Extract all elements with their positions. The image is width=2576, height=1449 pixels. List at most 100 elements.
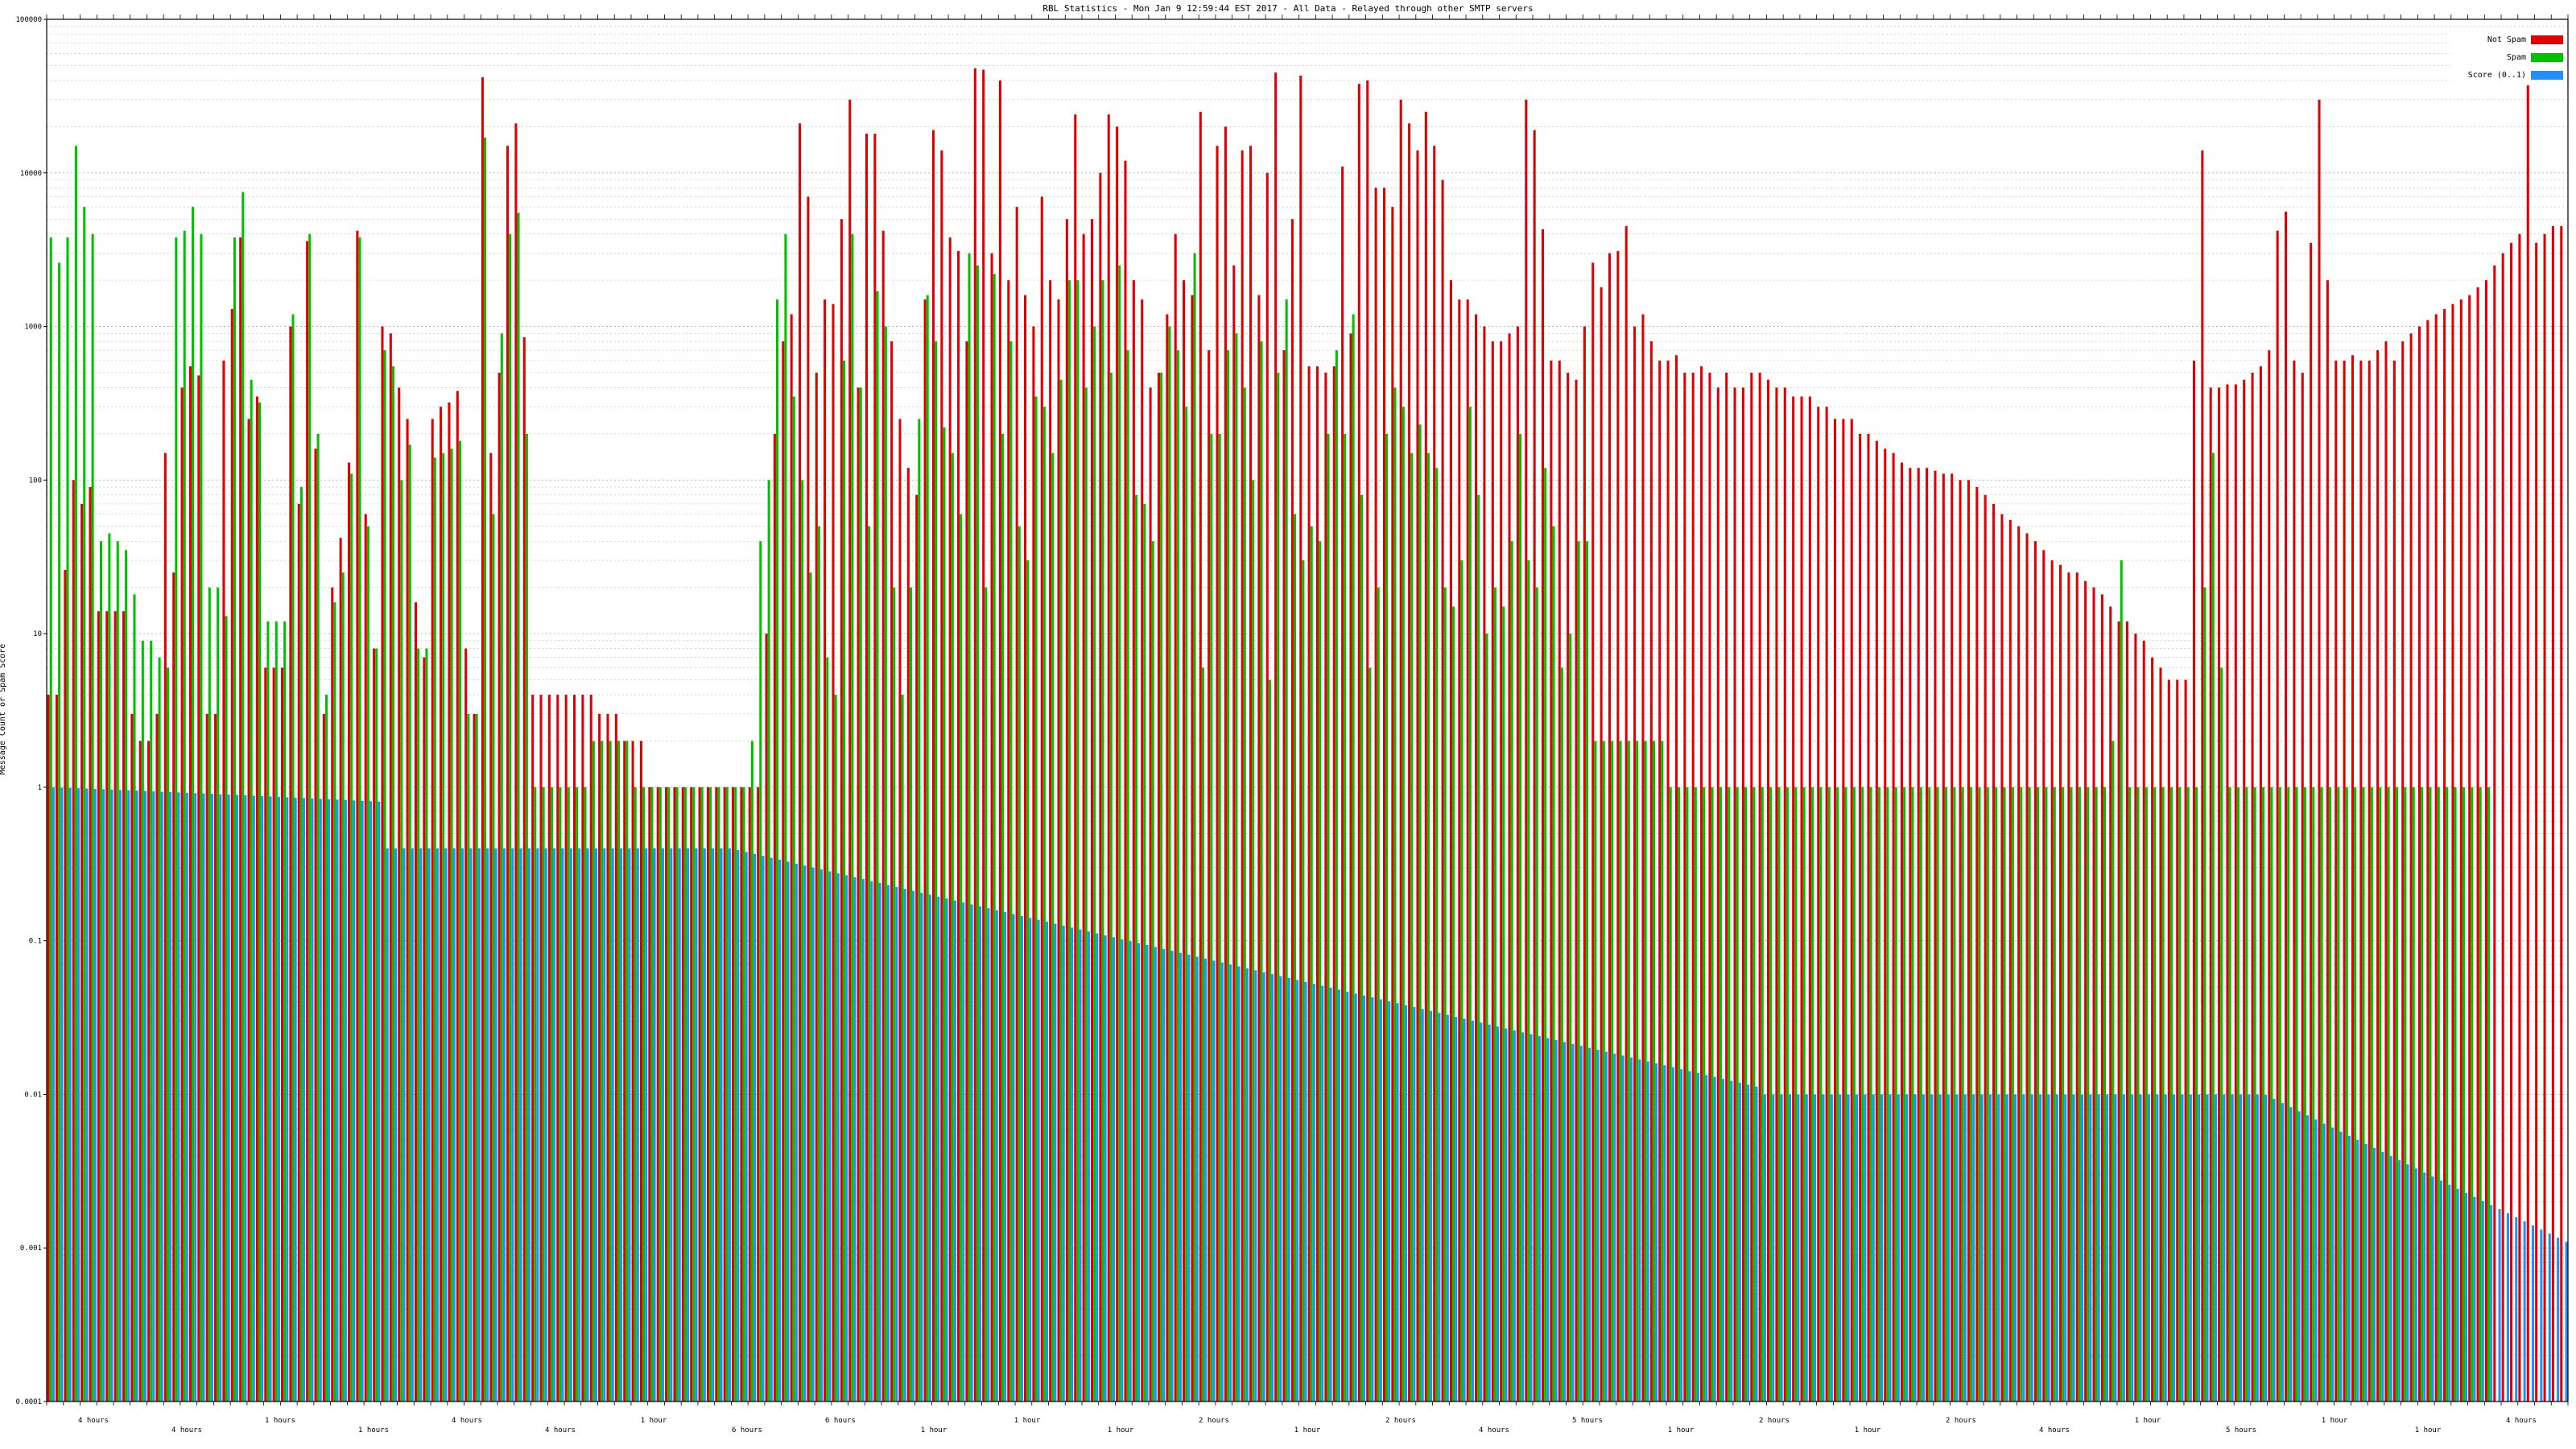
bar-not-spam <box>807 196 810 1402</box>
bar-not-spam <box>2092 587 2095 1402</box>
bar-score <box>745 852 748 1402</box>
bar-not-spam <box>1525 99 1528 1402</box>
bar-spam <box>341 572 345 1402</box>
bar-not-spam <box>2243 379 2246 1402</box>
bar-spam <box>200 233 203 1402</box>
bar-not-spam <box>998 80 1001 1402</box>
bar-not-spam <box>2476 287 2479 1402</box>
bar-spam <box>1527 560 1530 1402</box>
bar-spam <box>2095 786 2098 1402</box>
bar-not-spam <box>264 667 267 1402</box>
x-group-label: 4 hours <box>2506 1417 2537 1425</box>
bar-spam <box>1067 280 1071 1402</box>
bar-score <box>1830 1094 1833 1402</box>
bar-spam <box>1319 541 1322 1402</box>
bar-score <box>2498 1209 2501 1402</box>
bar-score <box>2431 1176 2434 1402</box>
bar-score <box>1455 1017 1458 1402</box>
bar-spam <box>1978 786 1981 1402</box>
bar-spam <box>1903 786 1906 1402</box>
bar-not-spam <box>1241 150 1244 1402</box>
bar-score <box>2240 1094 2243 1402</box>
bar-score <box>2139 1094 2142 1402</box>
bar-score <box>553 848 556 1402</box>
bar-score <box>219 794 222 1402</box>
bar-not-spam <box>347 462 351 1402</box>
bar-spam <box>1560 667 1563 1402</box>
x-group-label: 1 hour <box>641 1417 667 1425</box>
bar-not-spam <box>80 503 84 1402</box>
bar-spam <box>1711 786 1714 1402</box>
bar-spam <box>2203 587 2207 1402</box>
x-group-label: 2 hours <box>1385 1417 1416 1425</box>
bar-spam <box>1368 667 1372 1402</box>
bar-spam <box>567 786 570 1402</box>
bar-not-spam <box>765 634 768 1402</box>
bar-not-spam <box>423 657 426 1402</box>
x-group-label: 4 hours <box>78 1417 109 1425</box>
bar-not-spam <box>2050 560 2054 1402</box>
bar-not-spam <box>2501 253 2504 1402</box>
bar-score <box>2347 1135 2351 1402</box>
bar-not-spam <box>873 134 877 1402</box>
bar-spam <box>1678 786 1681 1402</box>
bar-not-spam <box>1208 350 1211 1402</box>
bar-not-spam <box>1183 280 1186 1402</box>
bar-not-spam <box>464 648 468 1402</box>
bar-score <box>819 869 824 1402</box>
bar-score <box>1897 1094 1900 1402</box>
bar-not-spam <box>2459 299 2462 1402</box>
bar-not-spam <box>1324 372 1327 1402</box>
bar-spam <box>1953 786 1956 1402</box>
bar-spam <box>258 402 262 1402</box>
bar-spam <box>1594 741 1597 1402</box>
bar-not-spam <box>2301 372 2304 1402</box>
bar-score <box>2364 1143 2368 1402</box>
x-group-label: 4 hours <box>1479 1426 1509 1435</box>
bar-not-spam <box>1792 396 1795 1402</box>
bar-spam <box>1001 433 1005 1402</box>
bar-spam <box>1443 587 1447 1402</box>
bar-score <box>1312 984 1315 1402</box>
bar-score <box>2281 1103 2284 1402</box>
bar-score <box>1839 1094 1842 1402</box>
bar-not-spam <box>1224 126 1227 1402</box>
bar-not-spam <box>138 741 142 1402</box>
bar-not-spam <box>2017 526 2021 1402</box>
bar-spam <box>1510 541 1513 1402</box>
bar-spam <box>809 572 812 1402</box>
bar-not-spam <box>205 713 208 1402</box>
bar-spam <box>683 786 687 1402</box>
bar-spam <box>1636 741 1639 1402</box>
bar-score <box>2490 1204 2493 1402</box>
bar-not-spam <box>2384 341 2388 1402</box>
bar-not-spam <box>322 713 325 1402</box>
bar-spam <box>1042 407 1046 1402</box>
bar-not-spam <box>222 360 225 1402</box>
bar-score <box>361 800 364 1402</box>
bar-score <box>1663 1065 1666 1402</box>
bar-spam <box>283 621 287 1402</box>
y-tick-label: 0.0001 <box>15 1398 42 1406</box>
bar-score <box>703 848 706 1402</box>
bar-score <box>2248 1094 2251 1402</box>
bar-spam <box>2220 667 2223 1402</box>
bar-score <box>319 799 322 1402</box>
bar-spam <box>1151 541 1154 1402</box>
bar-score <box>1980 1094 1984 1402</box>
bar-score <box>770 857 773 1402</box>
bar-score <box>2198 1094 2201 1402</box>
bar-score <box>1730 1080 1733 1402</box>
bar-spam <box>333 602 336 1402</box>
bar-spam <box>1852 786 1856 1402</box>
bar-score <box>1396 1003 1399 1402</box>
bar-not-spam <box>824 299 827 1402</box>
bar-spam <box>993 274 996 1402</box>
bar-spam <box>2303 786 2306 1402</box>
bar-spam <box>1761 786 1764 1402</box>
bar-not-spam <box>1875 440 1878 1402</box>
bar-score <box>1680 1069 1683 1402</box>
bar-score <box>210 794 213 1402</box>
bar-score <box>828 871 832 1402</box>
bar-spam <box>1703 786 1706 1402</box>
